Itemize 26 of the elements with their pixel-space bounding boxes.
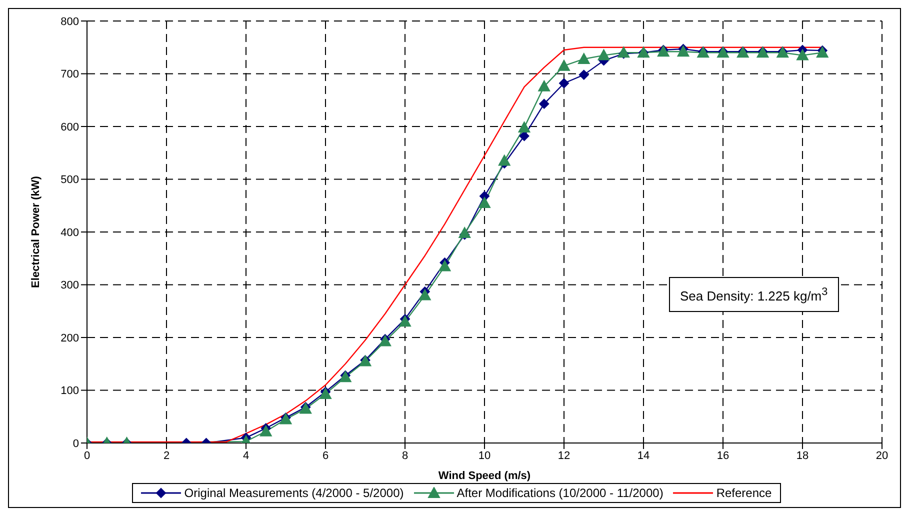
- legend-label: Reference: [716, 486, 772, 500]
- y-tick-label: 400: [60, 226, 79, 239]
- y-tick-label: 100: [60, 385, 79, 398]
- x-tick-label: 6: [322, 450, 329, 462]
- x-tick-label: 16: [716, 450, 730, 462]
- x-tick-label: 8: [402, 450, 408, 462]
- legend-label: After Modifications (10/2000 - 11/2000): [456, 486, 664, 500]
- x-tick-label: 10: [478, 450, 491, 462]
- x-tick-label: 2: [163, 450, 170, 462]
- x-tick-label: 4: [242, 450, 250, 462]
- y-tick-label: 500: [60, 174, 79, 186]
- x-tick-label: 14: [637, 450, 650, 462]
- y-axis-title: Electrical Power (kW): [30, 176, 42, 288]
- legend-label: Original Measurements (4/2000 - 5/2000): [184, 486, 404, 500]
- x-axis-title: Wind Speed (m/s): [438, 470, 531, 482]
- y-tick-label: 300: [60, 280, 79, 292]
- annotation: Sea Density: 1.225 kg/m$^{3}$: [669, 277, 839, 312]
- x-tick-label: 0: [84, 450, 90, 462]
- y-tick-label: 200: [60, 332, 79, 344]
- x-tick-label: 18: [796, 450, 809, 462]
- y-tick-label: 700: [60, 68, 79, 81]
- y-tick-label: 0: [72, 438, 79, 450]
- y-tick-label: 600: [60, 121, 79, 134]
- y-tick-label: 800: [60, 16, 79, 28]
- x-tick-label: 12: [558, 450, 570, 462]
- x-tick-label: 20: [876, 450, 888, 462]
